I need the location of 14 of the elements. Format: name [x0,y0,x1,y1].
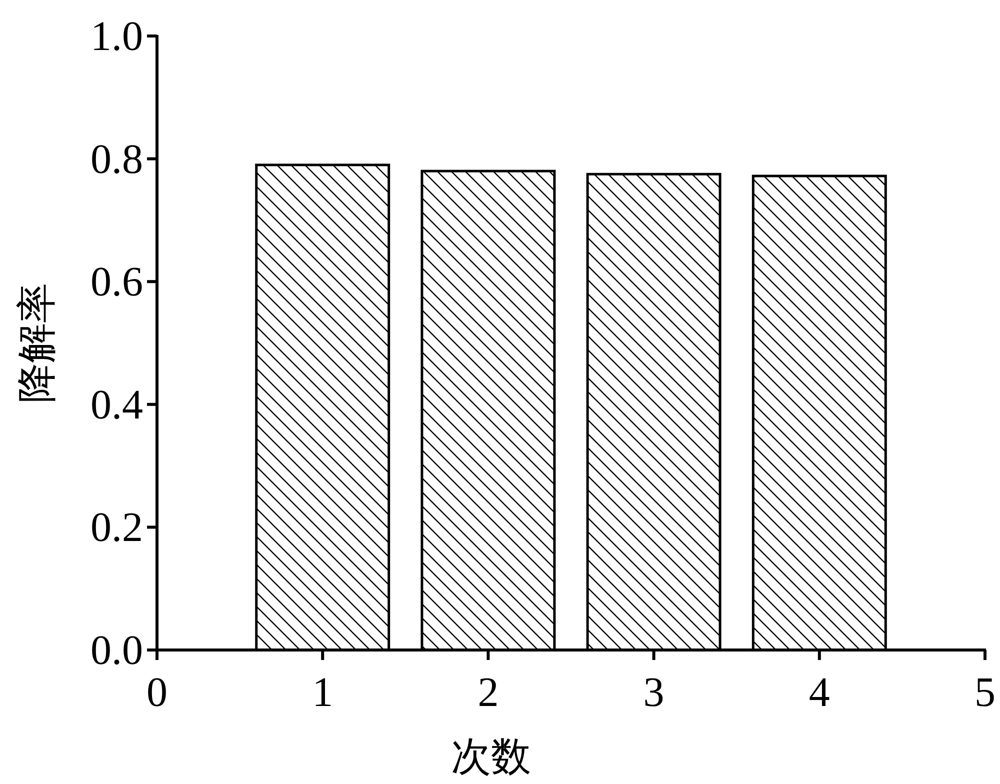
x-axis-title: 次数 [451,734,531,779]
y-tick-label: 0.0 [90,628,143,674]
y-tick-label: 0.2 [90,505,143,552]
x-tick-label: 2 [478,670,499,716]
x-tick-label: 4 [808,670,830,716]
x-tick-label: 0 [146,670,168,716]
y-tick-label: 0.6 [90,260,143,306]
x-tick-label: 1 [312,670,334,716]
x-tick-label: 3 [643,670,664,716]
x-tick-label: 5 [974,670,996,716]
y-axis-title: 降解率 [14,283,59,403]
y-tick-label: 0.4 [90,382,143,428]
y-tick-label: 1.0 [90,14,143,60]
y-tick-label: 0.8 [90,136,143,183]
